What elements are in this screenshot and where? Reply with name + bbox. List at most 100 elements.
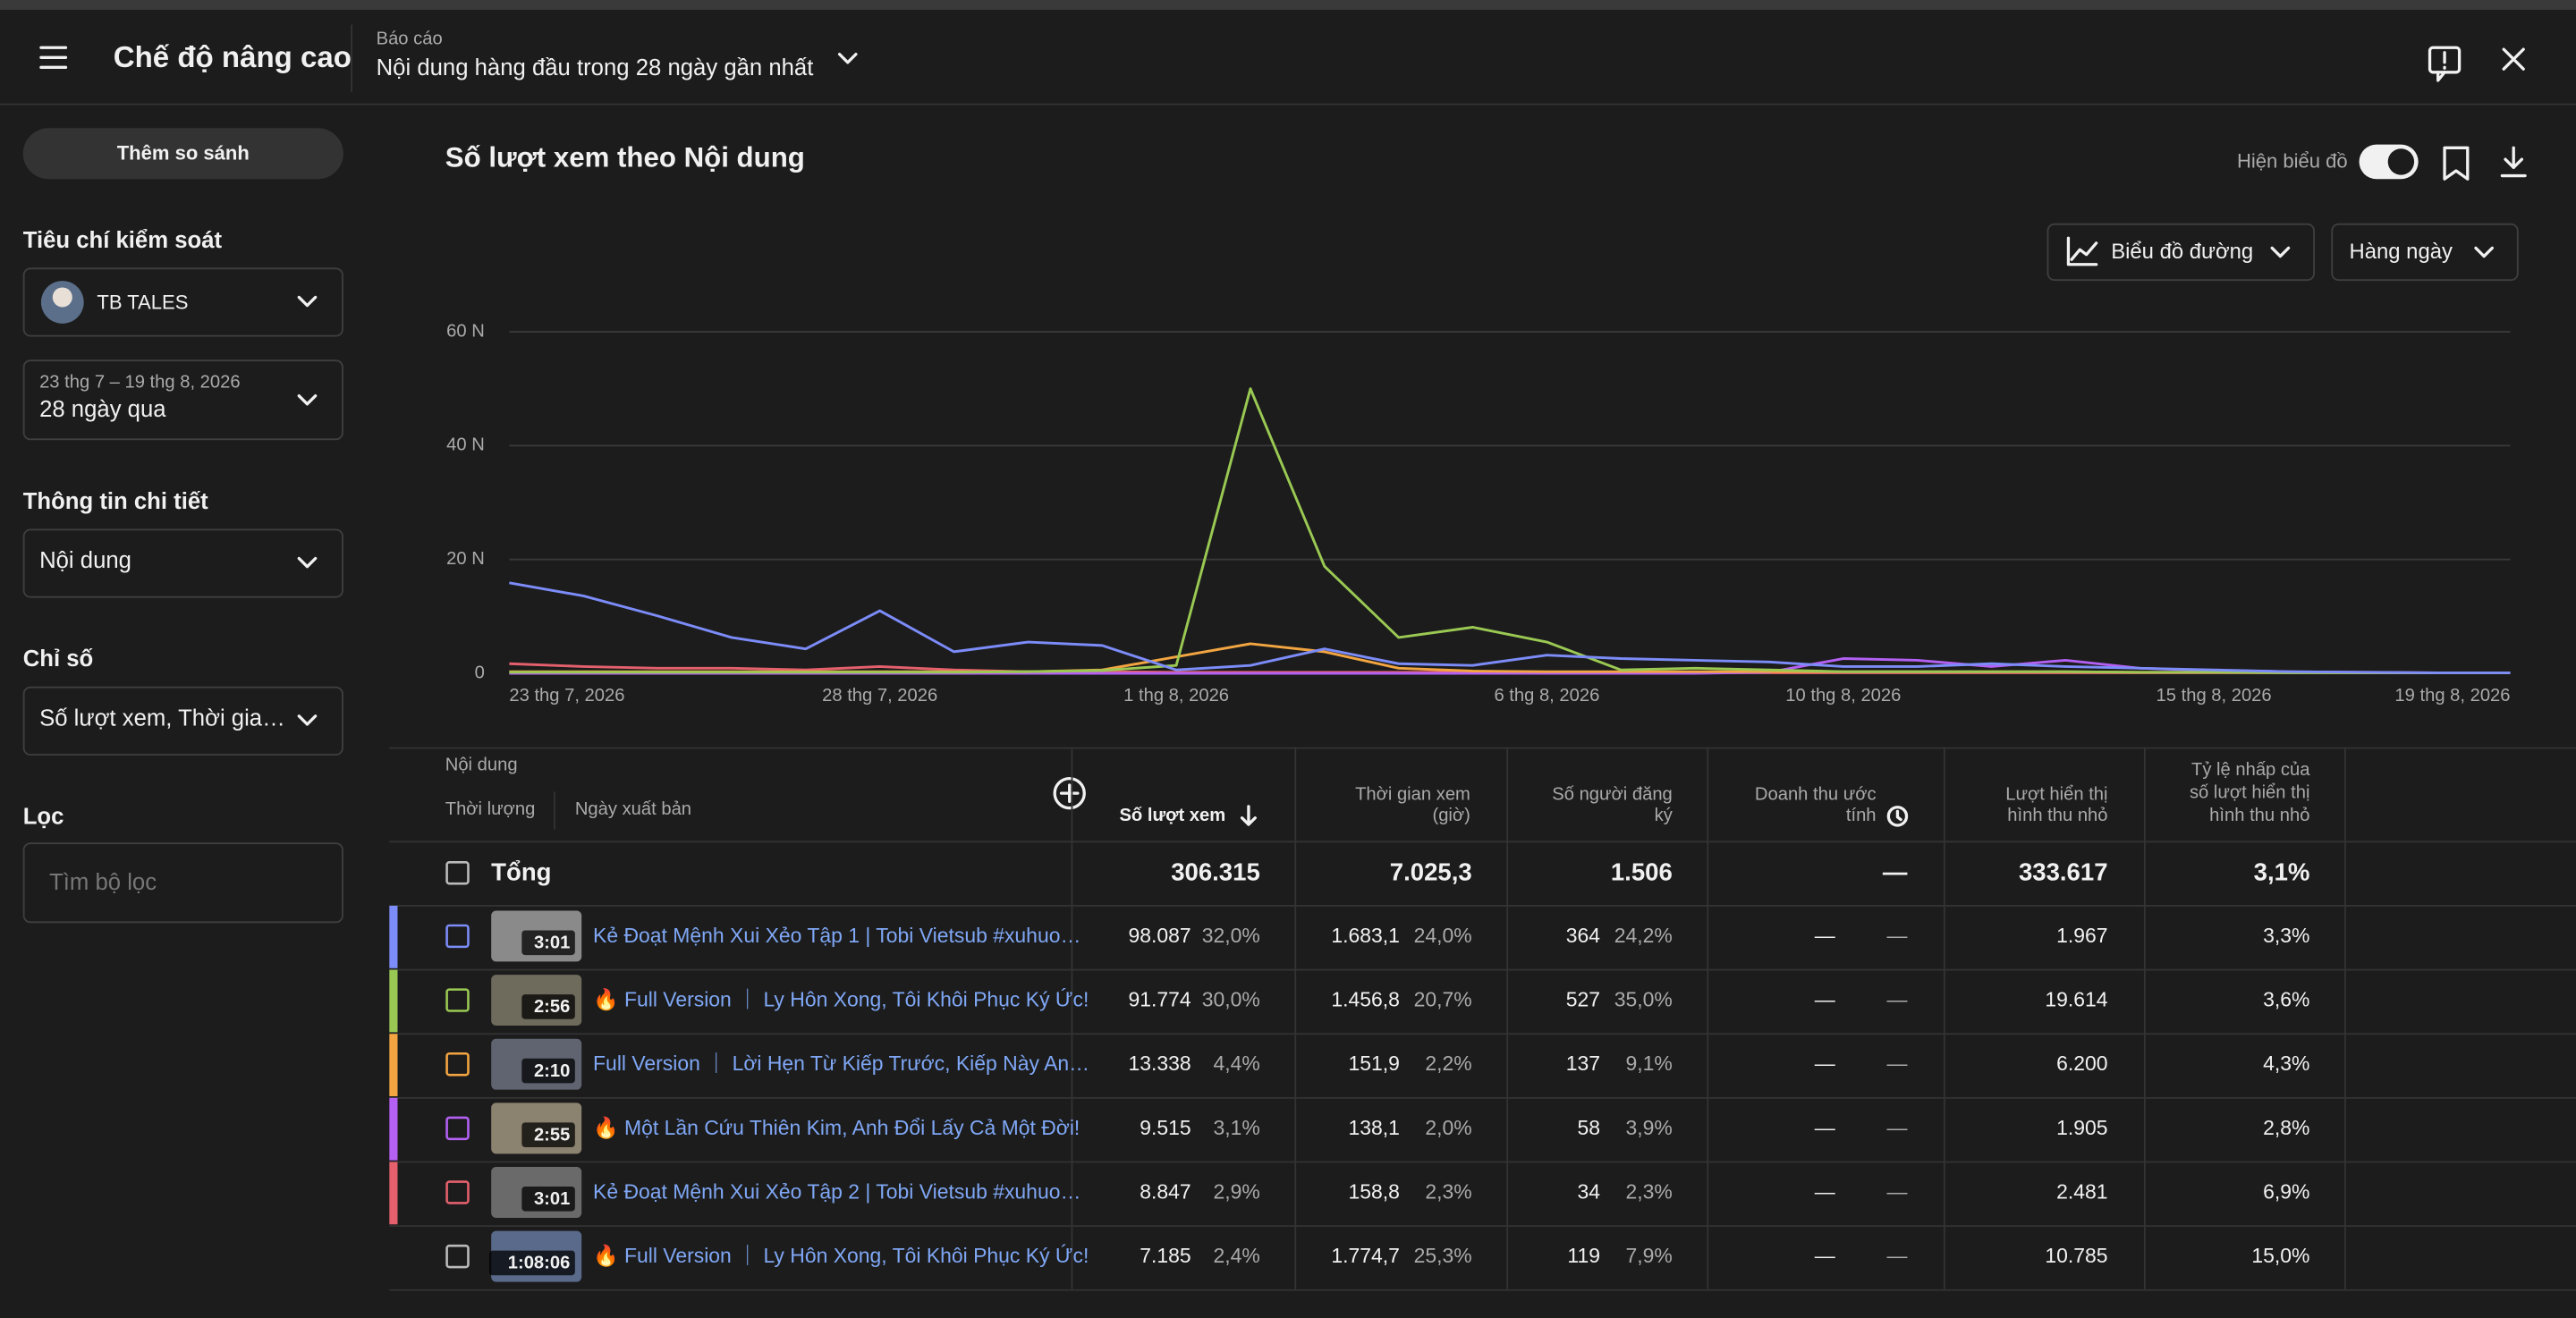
menu-icon[interactable]: [39, 46, 68, 69]
close-icon[interactable]: [2502, 47, 2525, 71]
report-name[interactable]: Nội dung hàng đầu trong 28 ngày gần nhất: [377, 55, 814, 80]
duration: 2:56: [534, 997, 570, 1017]
cell-value: —: [1815, 1052, 1835, 1075]
chevron: [2270, 246, 2291, 258]
cell-value: 6,9%: [2263, 1179, 2309, 1203]
row-color-bar: [389, 905, 398, 968]
total-value: 1.506: [1611, 858, 1673, 885]
column-header[interactable]: Số lượt xem: [1119, 806, 1225, 825]
column-header[interactable]: hình thu nhỏ: [2007, 806, 2107, 825]
chart-type-select[interactable]: [2046, 223, 2315, 282]
column-header[interactable]: hình thu nhỏ: [2209, 806, 2309, 825]
checkbox[interactable]: [445, 1052, 470, 1077]
window-strip: [0, 0, 2576, 11]
duration-header[interactable]: Thời lượng: [445, 799, 536, 819]
download-icon[interactable]: [2500, 146, 2527, 178]
table-row[interactable]: 2:56 🔥 Full Version ｜ Ly Hôn Xong, Tôi Kh…: [389, 969, 2309, 1033]
chevron: [297, 394, 318, 406]
column-header[interactable]: số lượt hiển thị: [2190, 782, 2309, 802]
checkbox[interactable]: [445, 924, 470, 949]
x-tick-label: 15 thg 8, 2026: [2157, 686, 2272, 705]
details-select[interactable]: [22, 528, 343, 598]
metrics-select[interactable]: [22, 686, 343, 756]
cell-value: 8.847: [1140, 1179, 1191, 1203]
x-tick-label: 23 thg 7, 2026: [509, 686, 624, 705]
cell-value: 25,3%: [1414, 1244, 1472, 1267]
cell-value: 30,0%: [1202, 988, 1260, 1011]
date-range: 23 thg 7 – 19 thg 8, 2026: [39, 372, 240, 392]
duration: 1:08:06: [508, 1254, 571, 1273]
column-header[interactable]: Doanh thu ước: [1755, 784, 1877, 804]
channel-select[interactable]: [22, 267, 343, 337]
granularity-select[interactable]: [2331, 223, 2519, 282]
column-header[interactable]: Thời gian xem: [1355, 784, 1470, 804]
checkbox[interactable]: [445, 861, 470, 885]
clock: [1886, 806, 1909, 827]
table-row[interactable]: 3:01 Kẻ Đoạt Mệnh Xui Xẻo Tập 2 | Tobi Vi…: [389, 1162, 2309, 1225]
date-select[interactable]: [22, 359, 343, 441]
duration: 2:55: [534, 1125, 570, 1145]
cell-value: 1.683,1: [1331, 924, 1400, 947]
x-tick-label: 1 thg 8, 2026: [1123, 686, 1229, 705]
cell-value: —: [1815, 1116, 1835, 1139]
column-header[interactable]: (giờ): [1432, 806, 1470, 825]
table-row[interactable]: 3:01 Kẻ Đoạt Mệnh Xui Xẻo Tập 1 | Tobi Vi…: [389, 905, 2309, 968]
published-header[interactable]: Ngày xuất bản: [575, 799, 691, 819]
table-row[interactable]: 2:55 🔥 Một Lần Cứu Thiên Kim, Anh Đổi Lấy…: [389, 1097, 2309, 1161]
cell-value: —: [1815, 1244, 1835, 1267]
cell-value: —: [1815, 924, 1835, 947]
video-title[interactable]: 🔥 Full Version ｜ Ly Hôn Xong, Tôi Khôi P…: [593, 988, 1089, 1012]
save-icon[interactable]: [2443, 146, 2470, 181]
compare-button[interactable]: [22, 128, 343, 180]
add-column-icon[interactable]: [1053, 776, 1086, 810]
cell-value: —: [1887, 988, 1908, 1011]
checkbox[interactable]: [445, 1116, 470, 1141]
cell-value: 1.967: [2056, 924, 2107, 947]
cell-value: —: [1887, 1179, 1908, 1203]
video-title[interactable]: Full Version ｜ Lời Hẹn Từ Kiếp Trước, Ki…: [593, 1052, 1089, 1075]
cell-value: 119: [1567, 1244, 1600, 1267]
cell-value: 2,3%: [1425, 1179, 1471, 1203]
video-title[interactable]: 🔥 Một Lần Cứu Thiên Kim, Anh Đổi Lấy Cả …: [593, 1116, 1080, 1140]
row-color-bar: [389, 1034, 398, 1097]
feedback-icon[interactable]: [2428, 46, 2462, 82]
video-title[interactable]: Kẻ Đoạt Mệnh Xui Xẻo Tập 2 | Tobi Vietsu…: [593, 1179, 1080, 1203]
cell-value: —: [1887, 1052, 1908, 1075]
checkbox[interactable]: [445, 988, 470, 1012]
date-preset: 28 ngày qua: [39, 397, 166, 422]
content-header: Nội dung: [445, 755, 518, 774]
video-title[interactable]: 🔥 Full Version ｜ Ly Hôn Xong, Tôi Khôi P…: [593, 1244, 1089, 1268]
cell-value: 527: [1566, 988, 1600, 1011]
cell-value: —: [1815, 1179, 1835, 1203]
compare-button-label: Thêm so sánh: [117, 141, 250, 164]
filter-input[interactable]: [22, 842, 343, 924]
duration: 2:10: [534, 1061, 570, 1081]
table-row[interactable]: 2:10 Full Version ｜ Lời Hẹn Từ Kiếp Trước…: [389, 1034, 2309, 1097]
x-tick-label: 19 thg 8, 2026: [2394, 686, 2510, 705]
cell-value: 3,3%: [2263, 924, 2309, 947]
filter-placeholder: Tìm bộ lọc: [49, 870, 157, 895]
column-header[interactable]: ký: [1655, 806, 1674, 825]
column-header[interactable]: Tỷ lệ nhấp của: [2191, 760, 2310, 780]
video-title[interactable]: Kẻ Đoạt Mệnh Xui Xẻo Tập 1 | Tobi Vietsu…: [593, 924, 1080, 947]
column-header[interactable]: tính: [1846, 806, 1877, 825]
cell-value: 3,9%: [1625, 1116, 1672, 1139]
cell-value: 10.785: [2045, 1244, 2107, 1267]
total-label: Tổng: [491, 858, 551, 885]
chevron: [2474, 246, 2494, 258]
cell-value: 2,8%: [2263, 1116, 2309, 1139]
table-row[interactable]: 1:08:06 🔥 Full Version ｜ Ly Hôn Xong, Tôi…: [445, 1230, 2310, 1282]
cell-value: 4,3%: [2263, 1052, 2309, 1075]
sidebar: Thêm so sánh Tiêu chí kiểm soát TB TALES…: [22, 128, 343, 924]
series-line: [509, 581, 2511, 674]
top-bar: Chế độ nâng cao Báo cáo Nội dung hàng đầ…: [0, 24, 2576, 106]
duration-badge: [521, 1187, 575, 1212]
column-header[interactable]: Lượt hiển thị: [2005, 784, 2107, 804]
report-dropdown[interactable]: [837, 52, 858, 64]
column-header[interactable]: Số người đăng: [1552, 784, 1673, 804]
duration: 3:01: [534, 1189, 570, 1209]
checkbox[interactable]: [445, 1244, 470, 1269]
report-label: Báo cáo: [377, 29, 443, 48]
cell-value: 1.905: [2056, 1116, 2107, 1139]
checkbox[interactable]: [445, 1180, 470, 1204]
